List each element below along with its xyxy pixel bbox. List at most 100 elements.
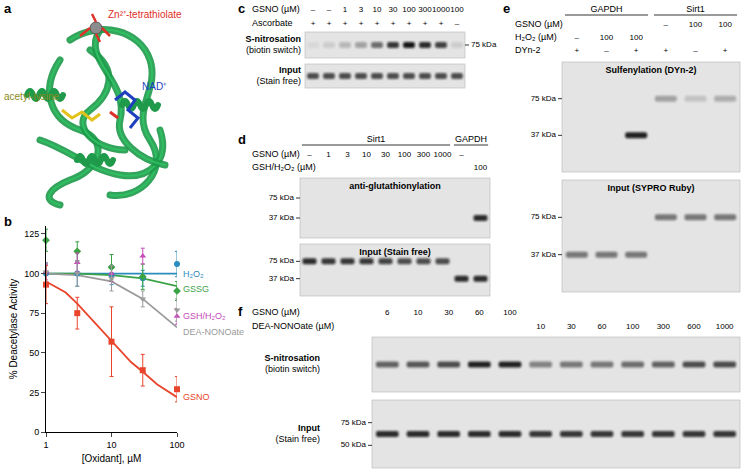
svg-text:GSH/H₂O₂ (µM): GSH/H₂O₂ (µM) — [252, 162, 316, 172]
svg-text:100: 100 — [402, 5, 416, 14]
svg-text:GAPDH: GAPDH — [590, 4, 622, 14]
svg-text:+: + — [311, 19, 316, 28]
svg-text:–: – — [327, 5, 332, 14]
svg-text:75: 75 — [29, 308, 39, 318]
svg-text:600: 600 — [687, 322, 701, 331]
svg-text:Input (Stain free): Input (Stain free) — [359, 247, 431, 257]
svg-text:10: 10 — [106, 440, 116, 450]
svg-text:50: 50 — [29, 348, 39, 358]
svg-text:1000: 1000 — [432, 5, 450, 14]
svg-text:c: c — [238, 1, 245, 16]
svg-text:+: + — [723, 46, 728, 55]
svg-text:75 kDa: 75 kDa — [471, 40, 497, 49]
svg-text:Input: Input — [279, 65, 301, 75]
svg-text:Input (SYPRO Ruby): Input (SYPRO Ruby) — [608, 183, 695, 193]
svg-text:+: + — [634, 46, 639, 55]
svg-text:–: – — [604, 46, 609, 55]
svg-text:+: + — [343, 19, 348, 28]
svg-text:100: 100 — [689, 20, 703, 29]
svg-text:100: 100 — [398, 150, 412, 159]
svg-text:GSNO (µM): GSNO (µM) — [252, 149, 300, 159]
svg-text:10: 10 — [373, 5, 382, 14]
svg-text:0: 0 — [34, 427, 39, 437]
svg-text:10: 10 — [362, 150, 371, 159]
svg-text:GSH/H₂O₂: GSH/H₂O₂ — [183, 311, 226, 321]
svg-text:1: 1 — [326, 150, 331, 159]
svg-text:37 kDa: 37 kDa — [531, 250, 557, 259]
svg-text:60: 60 — [598, 322, 607, 331]
svg-text:e: e — [503, 1, 510, 16]
svg-text:+: + — [407, 19, 412, 28]
svg-text:100: 100 — [718, 20, 732, 29]
svg-text:10: 10 — [414, 308, 423, 317]
svg-text:+: + — [391, 19, 396, 28]
svg-text:S-nitrosation: S-nitrosation — [265, 353, 321, 363]
svg-text:30: 30 — [567, 322, 576, 331]
svg-text:GAPDH: GAPDH — [455, 134, 487, 144]
svg-text:75 kDa: 75 kDa — [531, 94, 557, 103]
svg-text:Ascorbate: Ascorbate — [252, 18, 293, 28]
svg-text:3: 3 — [359, 5, 364, 14]
svg-text:Sulfenylation (DYn-2): Sulfenylation (DYn-2) — [605, 65, 696, 75]
svg-text:100: 100 — [600, 33, 614, 42]
svg-text:% Deacetylase Activity: % Deacetylase Activity — [8, 279, 19, 380]
svg-text:(Stain free): (Stain free) — [256, 76, 301, 86]
svg-text:–: – — [311, 5, 316, 14]
svg-text:+: + — [574, 46, 579, 55]
svg-text:+: + — [663, 46, 668, 55]
svg-text:6: 6 — [385, 308, 390, 317]
svg-text:100: 100 — [474, 163, 488, 172]
svg-text:75 kDa: 75 kDa — [531, 212, 557, 221]
svg-text:+: + — [375, 19, 380, 28]
svg-text:50 kDa: 50 kDa — [341, 440, 367, 449]
svg-text:37 kDa: 37 kDa — [269, 274, 295, 283]
svg-text:75 kDa: 75 kDa — [269, 193, 295, 202]
svg-text:[Oxidant], µM: [Oxidant], µM — [82, 453, 142, 464]
svg-text:–: – — [693, 46, 698, 55]
svg-text:GSNO (µM): GSNO (µM) — [252, 4, 300, 14]
svg-text:a: a — [4, 1, 12, 16]
svg-text:–: – — [307, 150, 312, 159]
svg-text:100: 100 — [503, 308, 517, 317]
svg-text:100: 100 — [169, 440, 184, 450]
svg-text:30: 30 — [444, 308, 453, 317]
svg-text:37 kDa: 37 kDa — [269, 213, 295, 222]
svg-text:100: 100 — [450, 5, 464, 14]
svg-text:75 kDa: 75 kDa — [341, 418, 367, 427]
svg-text:GSNO (µM): GSNO (µM) — [252, 307, 300, 317]
svg-text:125: 125 — [24, 229, 39, 239]
svg-text:100: 100 — [24, 269, 39, 279]
svg-text:–: – — [664, 20, 669, 29]
svg-text:–: – — [455, 19, 460, 28]
svg-text:+: + — [423, 19, 428, 28]
svg-text:+: + — [439, 19, 444, 28]
svg-text:S-nitrosation: S-nitrosation — [246, 34, 302, 44]
svg-text:100: 100 — [626, 322, 640, 331]
svg-text:Zn²⁺-tetrathiolate: Zn²⁺-tetrathiolate — [108, 9, 182, 20]
svg-text:H₂O₂: H₂O₂ — [183, 269, 204, 279]
svg-text:(biotin switch): (biotin switch) — [265, 364, 320, 374]
svg-text:Input: Input — [298, 423, 320, 433]
svg-text:37 kDa: 37 kDa — [531, 130, 557, 139]
svg-text:(Stain free): (Stain free) — [275, 434, 320, 444]
svg-text:300: 300 — [417, 150, 431, 159]
svg-text:Sirt1: Sirt1 — [367, 134, 386, 144]
svg-text:d: d — [238, 132, 246, 147]
svg-text:DEA-NONOate (µM): DEA-NONOate (µM) — [252, 321, 334, 331]
svg-text:–: – — [575, 33, 580, 42]
svg-text:1: 1 — [43, 440, 48, 450]
svg-text:10: 10 — [536, 322, 545, 331]
svg-text:30: 30 — [389, 5, 398, 14]
svg-text:Sirt1: Sirt1 — [686, 4, 705, 14]
svg-text:75 kDa: 75 kDa — [269, 256, 295, 265]
svg-text:GSSG: GSSG — [183, 284, 209, 294]
svg-text:30: 30 — [381, 150, 390, 159]
svg-text:acetyl-lysine: acetyl-lysine — [4, 91, 59, 102]
svg-text:b: b — [4, 214, 12, 229]
svg-text:DYn-2: DYn-2 — [515, 45, 541, 55]
svg-text:f: f — [238, 304, 243, 319]
svg-text:GSNO (µM): GSNO (µM) — [515, 19, 563, 29]
svg-text:NAD⁺: NAD⁺ — [142, 81, 167, 92]
svg-text:GSNO: GSNO — [183, 392, 210, 402]
svg-text:+: + — [359, 19, 364, 28]
